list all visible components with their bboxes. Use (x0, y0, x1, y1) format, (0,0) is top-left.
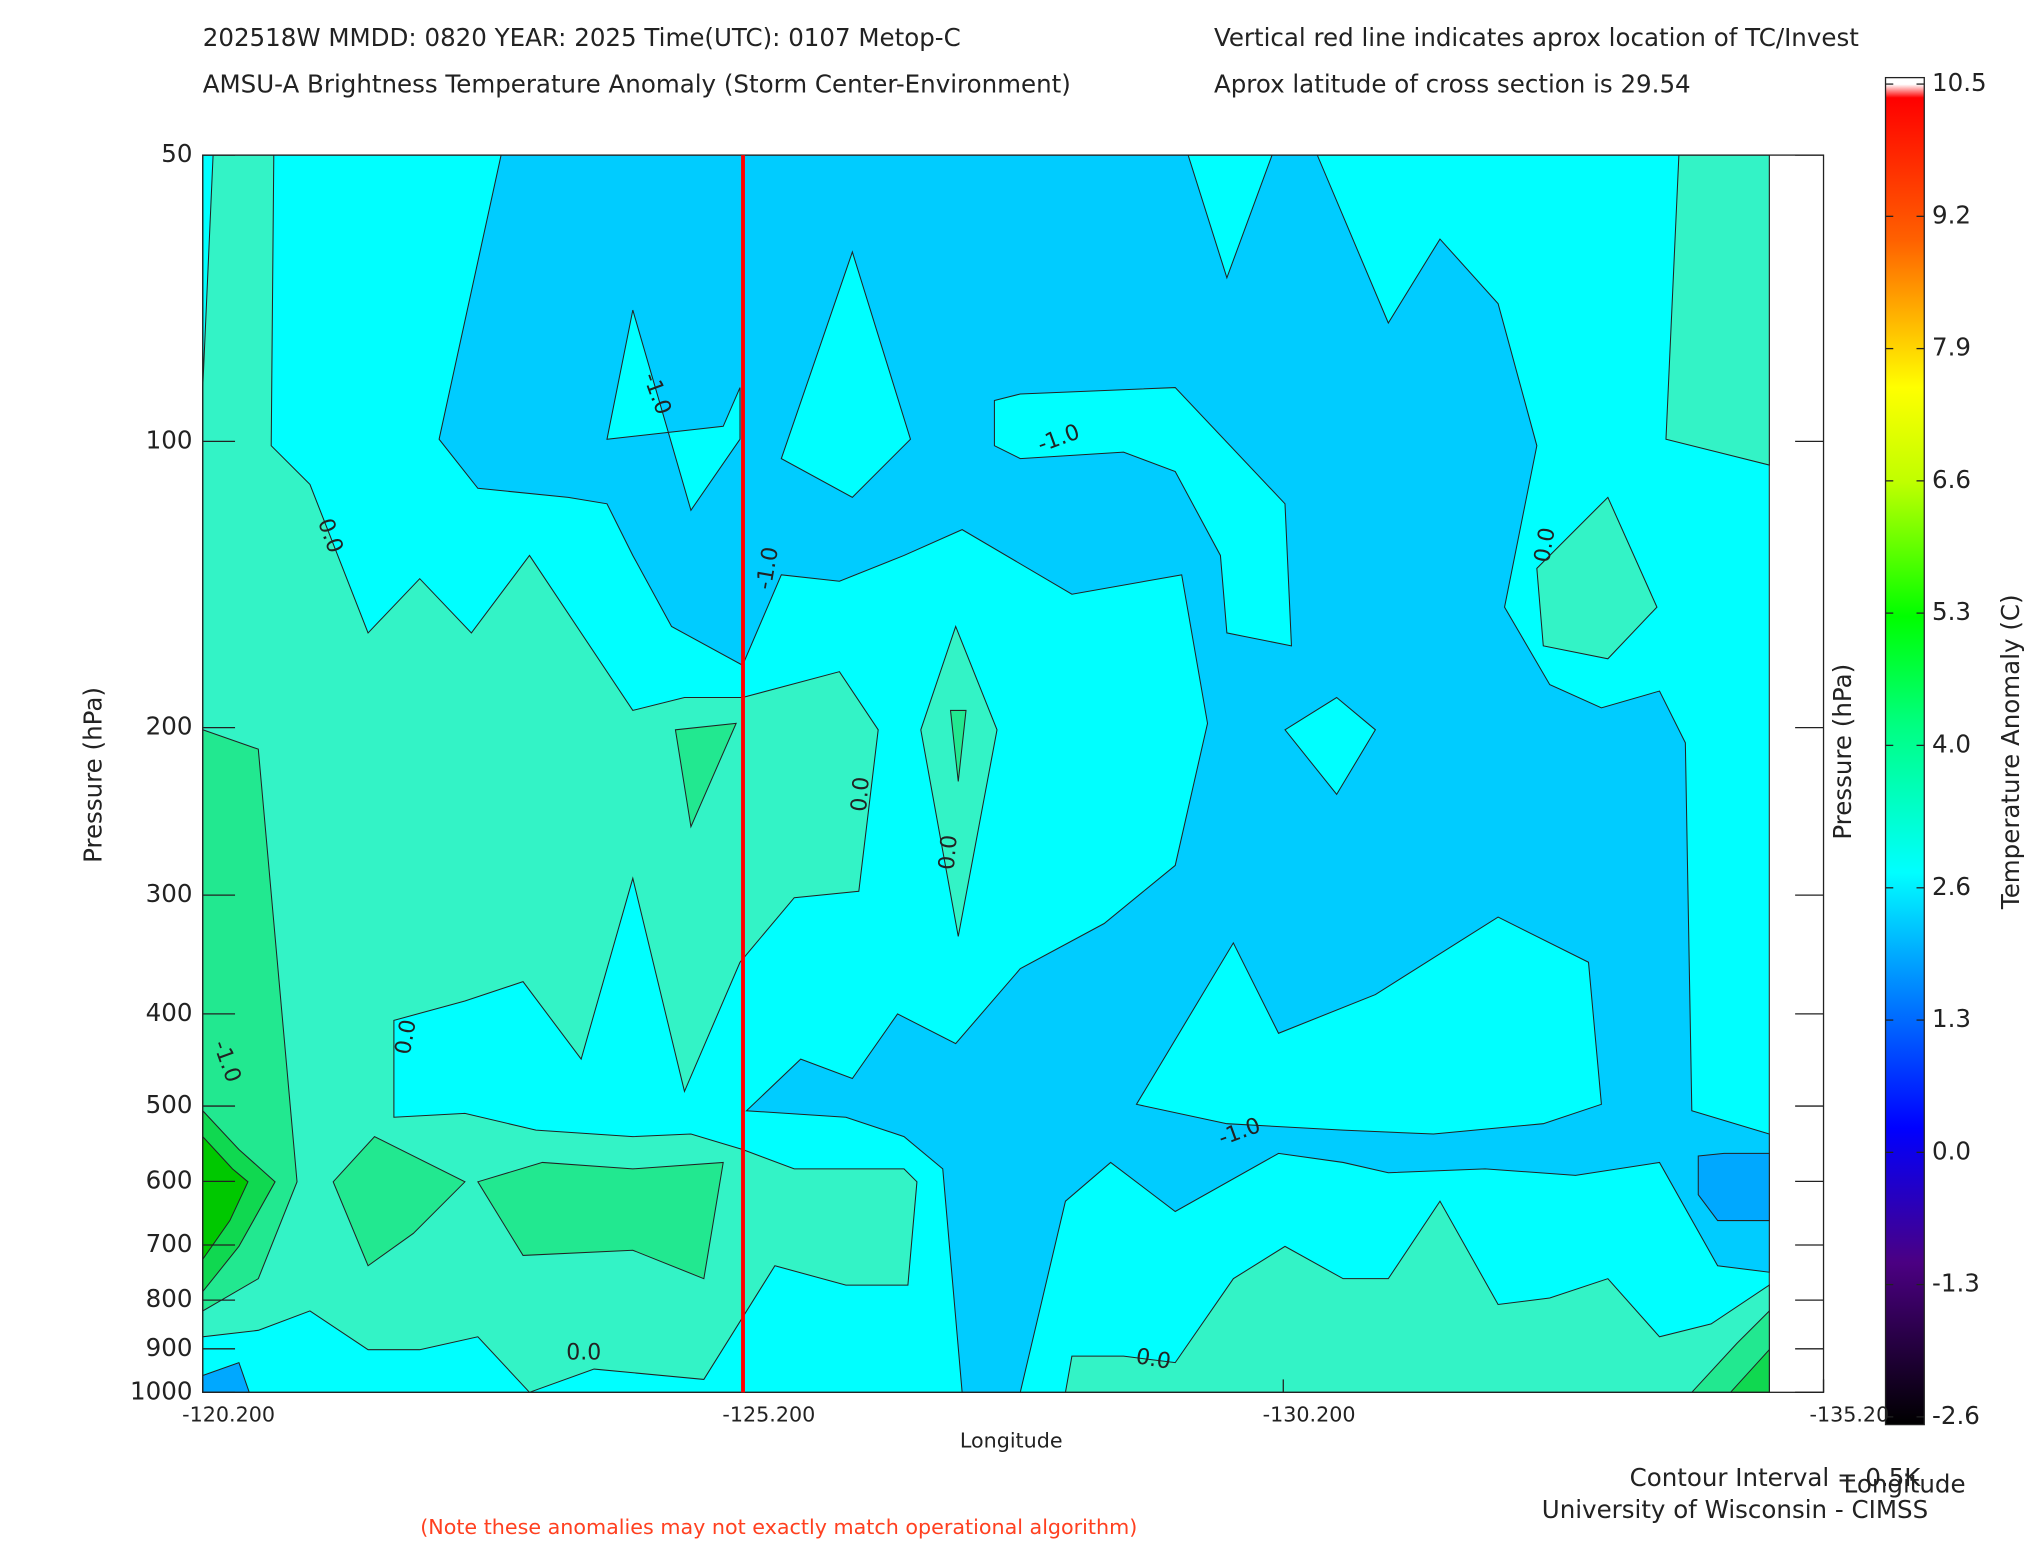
y-tick-label: 700 (146, 1229, 193, 1258)
footer-line: Contour Interval = 0.5K (1630, 1463, 1922, 1492)
title-line: AMSU-A Brightness Temperature Anomaly (S… (203, 69, 1071, 98)
contour-label: 0.0 (935, 834, 963, 871)
contour-region (1536, 496, 1658, 660)
contour-field (202, 154, 1770, 1393)
colorbar-tick-label: 1.3 (1932, 1004, 1971, 1033)
info-line: Aprox latitude of cross section is 29.54 (1214, 69, 1691, 98)
x-tick-label: -120.200 (182, 1403, 275, 1427)
contour-region (1665, 154, 1770, 466)
y-tick-label: 300 (146, 879, 193, 908)
colorbar-tick-label: 0.0 (1932, 1136, 1971, 1165)
contour-label: 0.0 (847, 776, 875, 813)
x-axis-label: Longitude (960, 1428, 1063, 1452)
y-tick-label: 800 (146, 1284, 193, 1313)
title-line: 202518W MMDD: 0820 YEAR: 2025 Time(UTC):… (203, 23, 961, 52)
x-tick-label: -135.20 (1809, 1403, 1889, 1427)
contour-region (477, 1161, 724, 1280)
y-tick-label: 50 (161, 139, 192, 168)
contour-region (332, 1135, 466, 1267)
contour-region (202, 154, 918, 1393)
y-tick-label: 1000 (130, 1376, 192, 1405)
colorbar-tick-label: 2.6 (1932, 872, 1971, 901)
colorbar-tick-label: 6.6 (1932, 465, 1971, 494)
colorbar-tick-label: 9.2 (1932, 200, 1971, 229)
y-tick-label: 400 (146, 998, 193, 1027)
y-tick-label: 200 (146, 712, 193, 741)
contour-label: 0.0 (1530, 526, 1561, 565)
info-line: Vertical red line indicates aprox locati… (1214, 23, 1859, 52)
contour-region (606, 309, 741, 512)
contour-region (1064, 1200, 1770, 1393)
plot-frame (202, 154, 1825, 1393)
y-axis-label: Pressure (hPa) (78, 687, 107, 863)
colorbar-tick-label: 10.5 (1932, 68, 1987, 97)
footer-line: University of Wisconsin - CIMSS (1542, 1495, 1928, 1524)
contour-region (1284, 696, 1377, 796)
contour-label: 0.0 (391, 1018, 422, 1057)
contour-region (1697, 1152, 1770, 1222)
y-tick-label: 100 (146, 425, 193, 454)
contour-region (674, 722, 737, 829)
contour-region (949, 709, 967, 782)
y-tick-label: 900 (146, 1333, 193, 1362)
contour-region (920, 624, 998, 937)
contour-label: 0.0 (566, 1341, 601, 1366)
y-tick-label: 600 (146, 1165, 193, 1194)
colorbar-label: Temperature Anomaly (C) (1996, 594, 2025, 910)
colorbar-tick-label: -2.6 (1932, 1401, 1980, 1430)
colorbar-tick-label: 4.0 (1932, 729, 1971, 758)
contour-label: 0.0 (1134, 1344, 1173, 1375)
corner-label: Longitude (1844, 1469, 1966, 1498)
colorbar-tick-label: 5.3 (1932, 597, 1971, 626)
x-tick-label: -125.200 (722, 1403, 815, 1427)
y-tick-label: 500 (146, 1090, 193, 1119)
colorbar (1884, 76, 1925, 1426)
y2-axis-label: Pressure (hPa) (1828, 664, 1857, 840)
contour-region (993, 387, 1293, 647)
note: (Note these anomalies may not exactly ma… (420, 1515, 1137, 1539)
contour-region (780, 250, 912, 498)
colorbar-tick-label: -1.3 (1932, 1269, 1980, 1298)
colorbar-tick-label: 7.9 (1932, 333, 1971, 362)
contour-region (1135, 916, 1602, 1135)
x-tick-label: -130.200 (1263, 1403, 1356, 1427)
